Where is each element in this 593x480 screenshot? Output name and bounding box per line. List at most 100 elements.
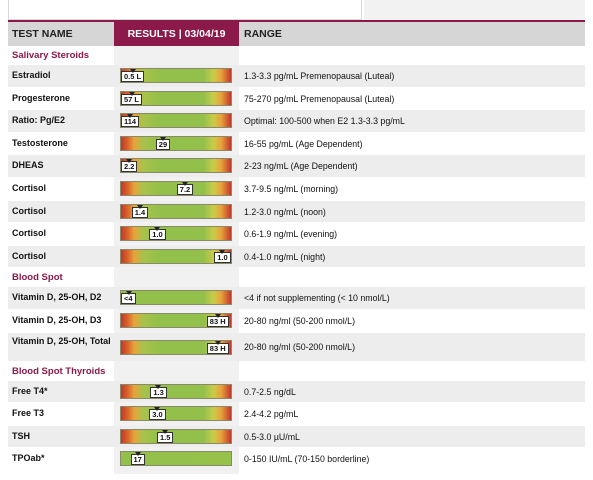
section-title: Salivary Steroids	[12, 50, 90, 61]
result-range-bar: 7.2	[120, 181, 232, 196]
result-range-bar: <4	[120, 290, 232, 306]
section-title: Blood Spot	[12, 272, 63, 284]
result-range-bar: 1.0	[120, 226, 232, 242]
top-blank-panel	[8, 0, 362, 20]
header-range: RANGE	[244, 28, 282, 40]
result-value-marker: 1.5	[157, 429, 174, 443]
result-value-marker: 7.2	[176, 182, 194, 195]
reference-range: Optimal: 100-500 when E2 1.3-3.3 pg/mL	[244, 116, 405, 127]
result-value-marker: 2.2	[121, 159, 138, 173]
result-range-bar: 1.5	[120, 428, 232, 444]
result-value-marker: 1.0	[214, 249, 231, 263]
result-pointer-icon	[126, 159, 132, 164]
test-name: Vitamin D, 25-OH, Total	[12, 335, 111, 346]
result-value-marker: 114	[121, 114, 140, 128]
result-pointer-icon	[136, 204, 143, 209]
result-range-bar: 0.5 L	[120, 68, 232, 83]
section-header: Blood Spot Thyroids	[8, 362, 585, 381]
table-row: Vitamin D, 25-OH, D2 <4 <4 if not suppleme…	[8, 287, 585, 309]
top-right-panel	[364, 0, 585, 20]
result-value-marker: <4	[121, 291, 136, 305]
reference-range: 20-80 ng/ml (50-200 nmol/L)	[244, 341, 355, 352]
test-name: TPOab*	[12, 453, 45, 464]
result-range-bar: 83 H	[120, 313, 232, 328]
result-value-marker: 17	[130, 452, 145, 466]
reference-range: 0.7-2.5 ng/dL	[244, 386, 296, 397]
test-name: Cortisol	[12, 205, 47, 216]
header-results: RESULTS | 03/04/19	[114, 22, 239, 46]
table-row: Cortisol 1.4 1.2-3.0 ng/mL (noon)	[8, 200, 585, 223]
reference-range: 0.6-1.9 ng/mL (evening)	[244, 229, 338, 240]
section-header: Blood Spot	[8, 268, 585, 287]
table-row: DHEAS 2.2 2-23 ng/mL (Age Dependent)	[8, 155, 585, 177]
reference-range: 1.3-3.3 pg/mL Premenopausal (Luteal)	[244, 71, 395, 81]
result-value-marker: 57 L	[121, 91, 143, 105]
test-name: Vitamin D, 25-OH, D2	[12, 292, 102, 303]
result-value-marker: 1.0	[149, 227, 166, 241]
reference-range: 2-23 ng/mL (Age Dependent)	[244, 161, 358, 172]
result-pointer-icon	[134, 452, 141, 457]
test-name: Cortisol	[12, 228, 47, 239]
result-pointer-icon	[128, 91, 135, 96]
table-row: Free T4* 1.3 0.7-2.5 ng/dL	[8, 380, 585, 403]
reference-range: <4 if not supplementing (< 10 nmol/L)	[244, 293, 390, 304]
result-range-bar: 3.0	[120, 406, 232, 422]
result-pointer-icon	[219, 249, 226, 254]
test-name: Free T3	[12, 408, 45, 419]
reference-range: 0.5-3.0 µU/mL	[244, 431, 300, 442]
result-range-bar: 1.4	[120, 203, 232, 219]
test-name: Estradiol	[12, 70, 51, 80]
result-pointer-icon	[125, 291, 132, 296]
reference-range: 2.4-4.2 pg/mL	[244, 409, 299, 420]
table-row: Ratio: Pg/E2 114 Optimal: 100-500 when E2 …	[8, 110, 585, 132]
test-name: TSH	[12, 430, 30, 441]
table-row: TPOab* 17 0-150 IU/mL (70-150 borderline)	[8, 448, 585, 470]
section-title: Blood Spot Thyroids	[12, 365, 106, 377]
table-row: Progesterone 57 L 75-270 pg/mL Premenopaus…	[8, 88, 585, 110]
result-value-marker: 1.3	[150, 384, 167, 398]
table-row: Cortisol 1.0 0.6-1.9 ng/mL (evening)	[8, 223, 585, 245]
result-pointer-icon	[127, 114, 133, 119]
result-pointer-icon	[154, 407, 161, 412]
section-header: Salivary Steroids	[8, 46, 585, 65]
test-name: Cortisol	[12, 250, 47, 261]
header-accent-line	[8, 20, 585, 22]
result-range-bar: 114	[120, 113, 232, 129]
result-value-marker: 83 H	[206, 340, 229, 354]
result-value-marker: 0.5 L	[121, 69, 145, 82]
result-pointer-icon	[214, 340, 221, 345]
table-header: TEST NAME RESULTS | 03/04/19 RANGE	[8, 22, 585, 46]
test-name: DHEAS	[12, 160, 44, 171]
result-value-marker: 29	[155, 136, 171, 150]
table-row: Free T3 3.0 2.4-4.2 pg/mL	[8, 403, 585, 425]
result-pointer-icon	[129, 69, 136, 73]
table-row: Vitamin D, 25-OH, D3 83 H 20-80 ng/ml (50-…	[8, 310, 585, 332]
result-range-bar: 57 L	[120, 90, 232, 106]
reference-range: 3.7-9.5 ng/mL (morning)	[244, 184, 339, 194]
table-row: Vitamin D, 25-OH, Total 83 H 20-80 ng/ml (…	[8, 332, 585, 361]
table-row: Estradiol 0.5 L 1.3-3.3 pg/mL Premenopausa…	[8, 65, 585, 87]
reference-range: 16-55 pg/mL (Age Dependent)	[244, 138, 363, 149]
result-value-marker: 1.4	[131, 204, 149, 218]
reference-range: 0.4-1.0 ng/mL (night)	[244, 251, 326, 262]
table-row: TSH 1.5 0.5-3.0 µU/mL	[8, 425, 585, 448]
test-name: Cortisol	[12, 183, 47, 193]
result-pointer-icon	[162, 429, 168, 434]
test-name: Free T4*	[12, 385, 48, 396]
result-pointer-icon	[154, 227, 161, 232]
table-row: Cortisol 1.0 0.4-1.0 ng/mL (night)	[8, 245, 585, 268]
header-test-name: TEST NAME	[12, 28, 73, 40]
result-range-bar: 83 H	[120, 339, 232, 355]
result-value-marker: 3.0	[149, 407, 166, 421]
test-name: Testosterone	[12, 137, 68, 148]
result-range-bar: 2.2	[120, 158, 232, 174]
result-range-bar: 1.0	[120, 248, 232, 264]
result-range-bar: 29	[120, 135, 232, 151]
table-row: Cortisol 7.2 3.7-9.5 ng/mL (morning)	[8, 178, 585, 200]
test-name: Progesterone	[12, 92, 71, 103]
result-value-marker: 83 H	[206, 314, 229, 327]
result-range-bar: 1.3	[120, 383, 232, 399]
reference-range: 75-270 pg/mL Premenopausal (Luteal)	[244, 93, 395, 104]
result-pointer-icon	[159, 136, 166, 141]
result-pointer-icon	[214, 314, 221, 318]
